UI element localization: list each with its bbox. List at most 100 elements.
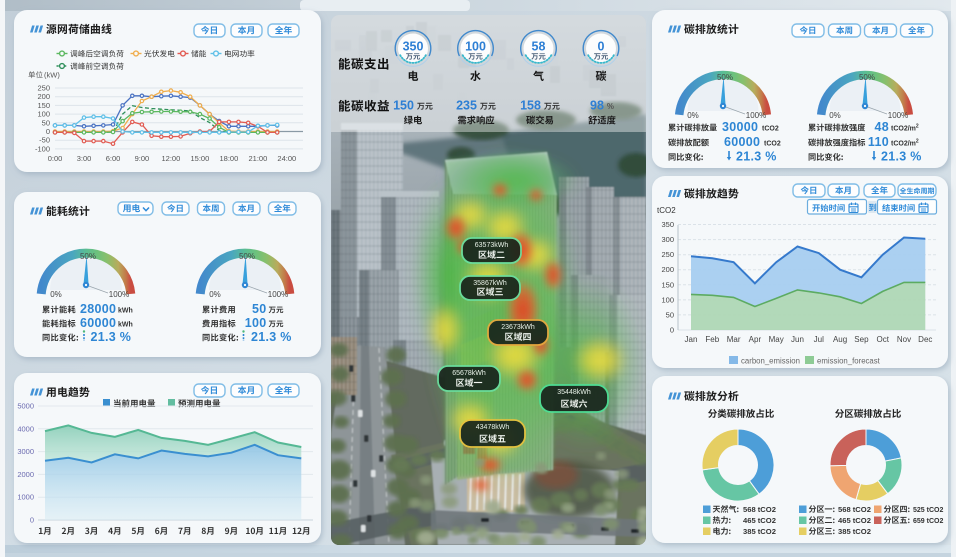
svg-text:100%: 100%: [888, 111, 908, 120]
svg-text:tCO2: tCO2: [762, 126, 779, 133]
svg-text:0%: 0%: [687, 111, 699, 120]
svg-text:21.3 %: 21.3 %: [881, 150, 922, 164]
svg-text:250: 250: [661, 250, 674, 259]
svg-text:48: 48: [874, 120, 889, 134]
svg-text:350: 350: [661, 220, 674, 229]
svg-text:568 tCO2: 568 tCO2: [743, 505, 776, 514]
svg-text:18:00: 18:00: [220, 154, 239, 163]
svg-text:tCO2/m: tCO2/m: [891, 141, 916, 148]
svg-text:385 tCO2: 385 tCO2: [838, 527, 871, 536]
svg-text:100: 100: [465, 40, 486, 54]
svg-text:kWh: kWh: [118, 322, 133, 329]
svg-text:100: 100: [245, 316, 267, 330]
svg-text:0: 0: [30, 516, 34, 525]
svg-text:63573kWh: 63573kWh: [475, 242, 509, 249]
svg-text:385 tCO2: 385 tCO2: [743, 527, 776, 536]
svg-text:60000: 60000: [80, 316, 116, 330]
svg-text:15:00: 15:00: [191, 154, 210, 163]
svg-text:100: 100: [37, 110, 50, 119]
svg-text:9:00: 9:00: [135, 154, 150, 163]
svg-text:30000: 30000: [722, 120, 758, 134]
svg-text:21.3 %: 21.3 %: [251, 330, 292, 344]
svg-text:0: 0: [670, 326, 674, 335]
svg-text:21.3 %: 21.3 %: [736, 150, 777, 164]
svg-text:May: May: [769, 335, 784, 344]
svg-text:0: 0: [46, 127, 50, 136]
svg-text:-50: -50: [39, 136, 50, 145]
svg-text:200: 200: [37, 92, 50, 101]
svg-text:150: 150: [37, 101, 50, 110]
svg-text:tCO2: tCO2: [657, 206, 676, 215]
svg-text:kWh: kWh: [118, 308, 133, 315]
svg-text:21.3 %: 21.3 %: [91, 330, 132, 344]
svg-text:50%: 50%: [859, 73, 875, 82]
svg-text:4000: 4000: [17, 424, 34, 433]
svg-text:0%: 0%: [209, 290, 221, 299]
svg-text:50%: 50%: [239, 252, 255, 261]
svg-text:6:00: 6:00: [106, 154, 121, 163]
svg-text:emission_forecast: emission_forecast: [817, 357, 881, 366]
svg-text:2: 2: [916, 139, 919, 145]
svg-text:%: %: [607, 102, 614, 111]
svg-text:150: 150: [661, 280, 674, 289]
svg-text:Nov: Nov: [897, 335, 911, 344]
svg-text:-100: -100: [35, 144, 50, 153]
svg-text:tCO2: tCO2: [764, 141, 781, 148]
svg-text:300: 300: [661, 235, 674, 244]
svg-text:tCO2/m: tCO2/m: [891, 126, 916, 133]
svg-text:150: 150: [393, 99, 414, 113]
svg-text:Oct: Oct: [876, 335, 889, 344]
svg-text:2: 2: [916, 124, 919, 130]
svg-text:carbon_emission: carbon_emission: [741, 357, 800, 366]
svg-text:28000: 28000: [80, 302, 116, 316]
svg-text:35867kWh: 35867kWh: [473, 280, 507, 287]
svg-text:110: 110: [868, 135, 889, 149]
svg-text:50: 50: [666, 310, 674, 319]
svg-text:0%: 0%: [50, 290, 62, 299]
svg-text:60000: 60000: [724, 135, 760, 149]
svg-text:50%: 50%: [717, 73, 733, 82]
svg-text:100%: 100%: [746, 111, 766, 120]
svg-text:200: 200: [661, 265, 674, 274]
svg-text:465 tCO2: 465 tCO2: [838, 516, 871, 525]
svg-text:Jul: Jul: [814, 335, 824, 344]
svg-text:250: 250: [37, 84, 50, 93]
svg-text:3:00: 3:00: [77, 154, 92, 163]
svg-text:Aug: Aug: [833, 335, 847, 344]
svg-text:50%: 50%: [80, 252, 96, 261]
svg-text:0%: 0%: [829, 111, 841, 120]
svg-text:350: 350: [403, 40, 424, 54]
svg-text:50: 50: [252, 302, 267, 316]
svg-text:568 tCO2: 568 tCO2: [838, 505, 871, 514]
svg-text:Sep: Sep: [854, 335, 869, 344]
svg-text:659 tCO2: 659 tCO2: [913, 518, 943, 525]
svg-text:(kW): (kW): [44, 71, 60, 80]
svg-text:5000: 5000: [17, 402, 34, 411]
svg-text:Dec: Dec: [918, 335, 932, 344]
svg-text:24:00: 24:00: [277, 154, 296, 163]
svg-text:98: 98: [590, 99, 604, 113]
svg-text:158: 158: [520, 99, 541, 113]
svg-text:525 tCO2: 525 tCO2: [913, 507, 943, 514]
svg-text:0:00: 0:00: [48, 154, 63, 163]
svg-text:465 tCO2: 465 tCO2: [743, 516, 776, 525]
svg-text:58: 58: [532, 40, 546, 54]
svg-text:100%: 100%: [268, 290, 288, 299]
svg-text:35448kWh: 35448kWh: [557, 389, 591, 396]
svg-text:100%: 100%: [109, 290, 129, 299]
svg-text:Apr: Apr: [749, 335, 762, 344]
svg-text:0: 0: [598, 40, 605, 54]
svg-text:2000: 2000: [17, 470, 34, 479]
svg-text:23673kWh: 23673kWh: [501, 324, 535, 331]
svg-text:Jan: Jan: [685, 335, 698, 344]
svg-text:Jun: Jun: [791, 335, 804, 344]
svg-text:12:00: 12:00: [162, 154, 181, 163]
svg-text:1000: 1000: [17, 493, 34, 502]
svg-text:235: 235: [456, 99, 477, 113]
svg-text:Mar: Mar: [727, 335, 741, 344]
svg-text:100: 100: [661, 295, 674, 304]
svg-text:21:00: 21:00: [249, 154, 268, 163]
svg-text:50: 50: [42, 118, 50, 127]
svg-text:65678kWh: 65678kWh: [452, 370, 486, 377]
svg-text:3000: 3000: [17, 447, 34, 456]
